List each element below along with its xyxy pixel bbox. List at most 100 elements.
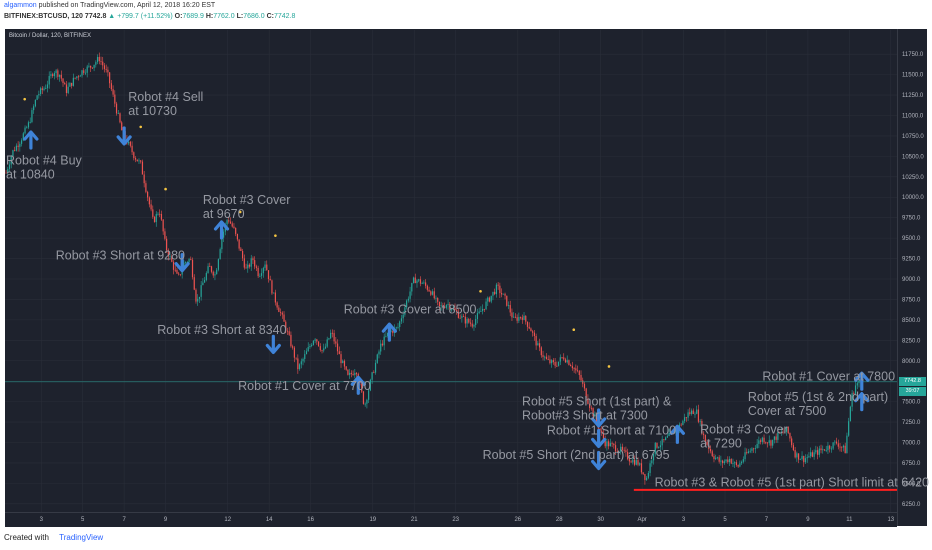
candle-body — [487, 297, 489, 302]
candle-body — [426, 285, 428, 290]
x-tick-label: Apr — [637, 517, 646, 523]
candle-body — [309, 345, 311, 348]
chart-area[interactable] — [5, 29, 927, 526]
candle-body — [128, 141, 130, 144]
candle-body — [79, 75, 81, 77]
candle-body — [452, 308, 454, 310]
y-tick-label: 10000.0 — [902, 195, 924, 201]
candle-body — [141, 161, 144, 175]
candle-body — [131, 145, 133, 153]
candle-body — [333, 333, 335, 342]
candle-body — [841, 446, 843, 448]
candle-body — [183, 262, 185, 270]
candle-body — [96, 56, 99, 63]
candle-body — [331, 332, 333, 334]
candle-body — [568, 360, 570, 366]
candle-body — [84, 72, 87, 74]
candle-body — [20, 140, 23, 144]
candle-body — [33, 106, 35, 111]
signal-dot — [164, 187, 167, 191]
candle-body — [514, 316, 517, 318]
candle-body — [856, 383, 858, 386]
candle-body — [328, 338, 330, 340]
candle-body — [815, 450, 817, 453]
candle-body — [806, 457, 808, 459]
candle-body — [497, 284, 499, 286]
candle-body — [623, 449, 625, 451]
candle-body — [172, 261, 175, 270]
candle-body — [26, 127, 28, 129]
candle-body — [214, 274, 216, 276]
candle-body — [150, 204, 152, 210]
candle-body — [72, 77, 74, 86]
candle-body — [804, 458, 807, 463]
last-price-tag: 7742.8 — [899, 376, 926, 386]
candle-body — [620, 446, 622, 452]
annotation-text: Robot #5 Short (1st part) & — [522, 395, 672, 409]
time-axis[interactable] — [5, 512, 897, 527]
candle-body — [264, 264, 266, 268]
annotation-text: Robot #3 Short at 8340 — [157, 323, 286, 337]
candle-body — [614, 445, 617, 452]
arrow-down-icon — [116, 126, 132, 146]
price-axis[interactable] — [897, 29, 928, 526]
candle-body — [734, 462, 736, 464]
author-link[interactable]: algammon — [4, 2, 37, 9]
candle-body — [464, 316, 466, 324]
candle-body — [478, 311, 480, 314]
candle-body — [402, 314, 404, 319]
candle-body — [191, 259, 194, 278]
candle-body — [41, 88, 43, 90]
candle-body — [311, 344, 313, 346]
candle-body — [414, 277, 416, 284]
candle-body — [459, 317, 461, 319]
candle-body — [217, 259, 220, 270]
candle-body — [492, 291, 494, 296]
candle-body — [221, 237, 223, 250]
candle-body — [98, 56, 100, 62]
y-tick-label: 8000.0 — [902, 359, 921, 365]
candle-body — [625, 450, 627, 452]
candle-body — [293, 347, 295, 358]
candle-body — [682, 421, 684, 426]
candle-body — [618, 451, 620, 453]
candle-body — [38, 93, 40, 96]
candle-body — [637, 460, 639, 465]
candle-body — [160, 214, 163, 220]
y-tick-label: 9250.0 — [902, 257, 921, 263]
candle-body — [556, 365, 558, 367]
candle-body — [57, 70, 59, 77]
candle-body — [506, 295, 508, 306]
candle-body — [77, 76, 80, 78]
signal-dot — [23, 97, 26, 101]
candle-body — [138, 160, 140, 162]
tradingview-logo-link[interactable]: TradingView — [59, 533, 104, 542]
candle-body — [639, 463, 641, 465]
candle-body — [295, 357, 297, 359]
candle-body — [608, 441, 610, 447]
candle-body — [457, 311, 460, 318]
x-tick-label: 13 — [887, 517, 894, 523]
publish-line: algammon published on TradingView.com, A… — [4, 2, 215, 9]
candle-body — [611, 443, 613, 444]
candle-body — [818, 448, 820, 455]
candle-body — [744, 452, 746, 460]
candle-body — [811, 452, 813, 457]
candle-body — [404, 307, 406, 315]
candle-body — [822, 449, 824, 451]
candle-body — [792, 445, 795, 451]
candle-body — [570, 365, 572, 367]
candle-body — [240, 248, 242, 252]
candle-body — [418, 279, 420, 281]
candle-body — [369, 379, 371, 391]
y-tick-label: 9000.0 — [902, 277, 921, 283]
candle-body — [14, 150, 16, 151]
arrow-up-icon — [213, 220, 230, 240]
candle-body — [663, 439, 665, 441]
candle-body — [732, 463, 734, 464]
candle-body — [701, 420, 703, 434]
candle-body — [578, 371, 580, 375]
candle-body — [709, 448, 712, 452]
candle-body — [735, 462, 738, 465]
candle-body — [71, 82, 73, 86]
